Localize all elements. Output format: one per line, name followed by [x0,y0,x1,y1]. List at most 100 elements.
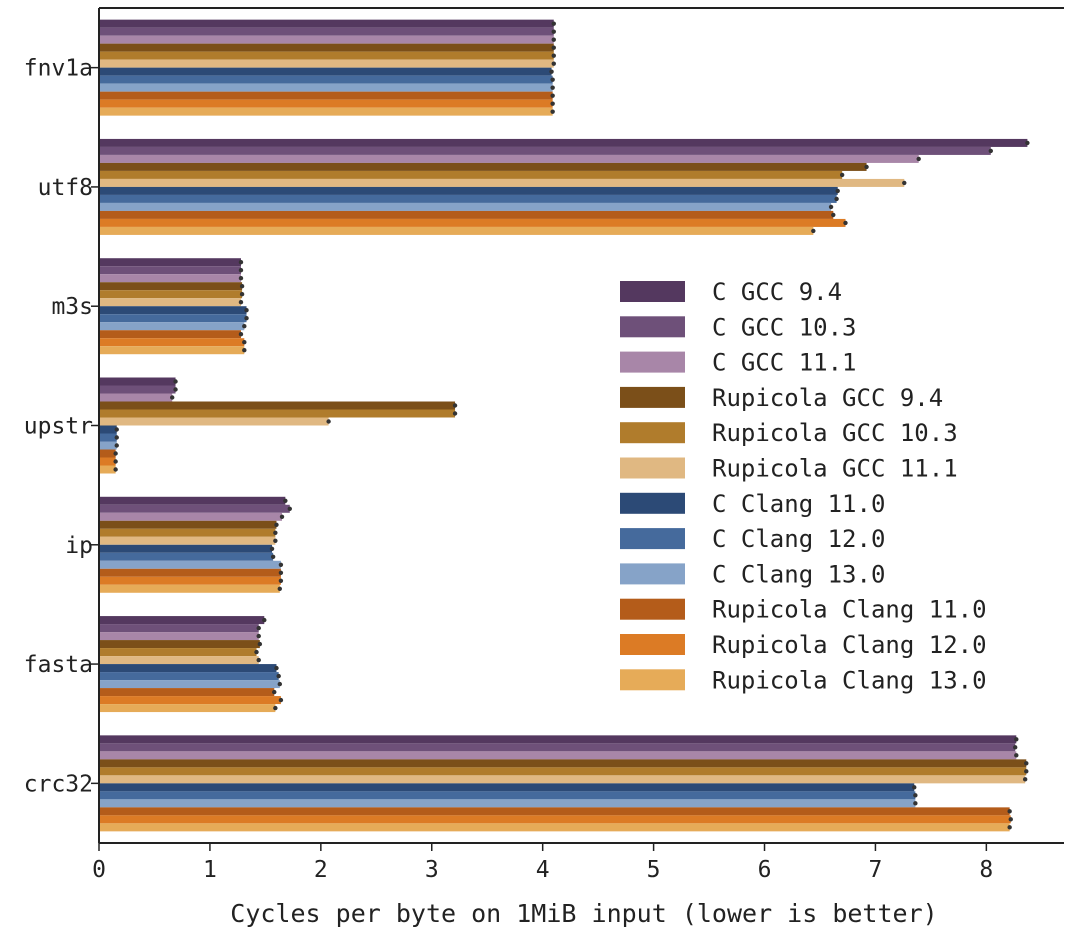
x-tick-label: 3 [425,857,439,883]
bar-utf8-10 [99,210,834,219]
error-marker-crc32-9 [913,801,918,806]
legend-label: Rupicola Clang 12.0 [712,631,987,659]
error-marker-upstr-3 [170,395,175,400]
error-marker-fnv1a-3 [551,37,556,42]
bar-m3s-2 [99,266,241,275]
bar-fasta-5 [99,648,257,657]
error-marker-fasta-7 [274,665,279,671]
legend-swatch [620,316,685,338]
bar-fasta-4 [99,640,260,649]
error-marker-crc32-6 [1022,777,1028,782]
axes-layer: 0 1 2 3 4 5 6 7 8 fnv1a utf8 m3s upstr ip fasta crc32 [24,7,1064,883]
error-marker-upstr-11 [113,459,118,464]
error-marker-utf8-4 [864,164,869,170]
bar-fasta-9 [99,680,280,689]
bar-utf8-5 [99,170,843,179]
bar-crc32-6 [99,775,1026,784]
error-marker-m3s-11 [242,340,247,345]
bar-utf8-1 [99,138,1028,147]
error-marker-upstr-6 [326,419,331,424]
bar-ip-8 [99,552,274,561]
error-marker-m3s-5 [239,292,245,297]
error-marker-upstr-12 [113,467,118,472]
bar-ip-4 [99,520,277,529]
x-tick-label: 8 [979,857,993,883]
error-marker-utf8-12 [811,228,816,234]
error-marker-upstr-8 [114,435,119,440]
error-marker-ip-4 [274,522,279,527]
bar-m3s-1 [99,258,241,267]
bar-m3s-8 [99,314,247,323]
legend-label: C GCC 11.1 [712,349,857,377]
legend-label: Rupicola GCC 11.1 [712,455,958,483]
error-marker-utf8-8 [834,196,839,202]
legend-swatch [620,281,685,302]
error-marker-crc32-1 [1014,737,1019,742]
bar-fasta-2 [99,624,259,633]
error-marker-fnv1a-9 [550,85,555,90]
error-marker-m3s-4 [239,284,245,289]
bar-utf8-7 [99,186,838,195]
y-tick-label: fasta [24,652,93,678]
legend-swatch [620,669,685,691]
error-marker-fasta-9 [277,681,282,687]
bar-fnv1a-5 [99,51,554,60]
error-marker-crc32-7 [912,785,917,790]
error-marker-fnv1a-10 [550,93,555,98]
legend-label: Rupicola Clang 11.0 [712,596,987,624]
error-marker-upstr-7 [114,427,119,432]
bar-crc32-1 [99,735,1017,744]
x-tick-label: 0 [92,857,106,883]
bar-crc32-12 [99,823,1010,832]
y-tick-label: ip [65,533,93,559]
error-marker-utf8-9 [828,204,834,210]
bar-upstr-1 [99,377,176,386]
legend-label: C GCC 10.3 [712,313,857,341]
bars-layer [99,19,1030,832]
error-marker-upstr-2 [173,387,178,392]
bar-utf8-8 [99,194,837,203]
error-marker-fnv1a-12 [550,109,555,114]
error-marker-m3s-12 [242,348,247,353]
legend-swatch [620,563,685,585]
bar-fnv1a-7 [99,67,552,76]
bar-utf8-4 [99,162,867,171]
y-tick-label: utf8 [38,175,93,201]
x-tick-label: 2 [314,857,328,883]
bar-upstr-2 [99,385,176,394]
bar-fnv1a-9 [99,83,553,92]
error-marker-upstr-1 [173,379,178,384]
error-marker-utf8-1 [1025,140,1030,146]
legend-swatch [620,351,685,373]
error-marker-fasta-12 [273,705,278,711]
bar-m3s-9 [99,322,245,331]
bar-crc32-4 [99,759,1027,768]
x-tick-label: 7 [869,857,883,883]
error-marker-fasta-3 [256,633,261,639]
error-marker-utf8-11 [843,220,848,226]
bar-fasta-1 [99,616,265,625]
bar-crc32-7 [99,783,915,792]
bar-fnv1a-11 [99,99,553,108]
error-marker-upstr-4 [452,403,458,408]
error-marker-m3s-6 [238,300,244,305]
bar-fnv1a-8 [99,75,553,84]
error-marker-m3s-7 [244,308,249,313]
legend-label: Rupicola Clang 13.0 [712,666,987,694]
error-marker-ip-1 [283,498,288,503]
bar-m3s-3 [99,274,241,283]
bar-ip-3 [99,512,283,521]
error-marker-utf8-10 [831,212,836,218]
error-marker-fnv1a-11 [550,101,555,106]
error-marker-fasta-5 [254,649,259,655]
legend-swatch [620,457,685,479]
bar-m3s-6 [99,298,241,307]
error-marker-fasta-8 [276,673,281,679]
error-marker-ip-2 [287,506,292,511]
error-marker-ip-5 [273,530,278,535]
error-marker-crc32-3 [1014,753,1019,758]
error-marker-fnv1a-8 [550,77,555,82]
bar-fnv1a-1 [99,19,554,28]
bar-utf8-12 [99,226,814,235]
error-marker-utf8-6 [902,180,907,186]
